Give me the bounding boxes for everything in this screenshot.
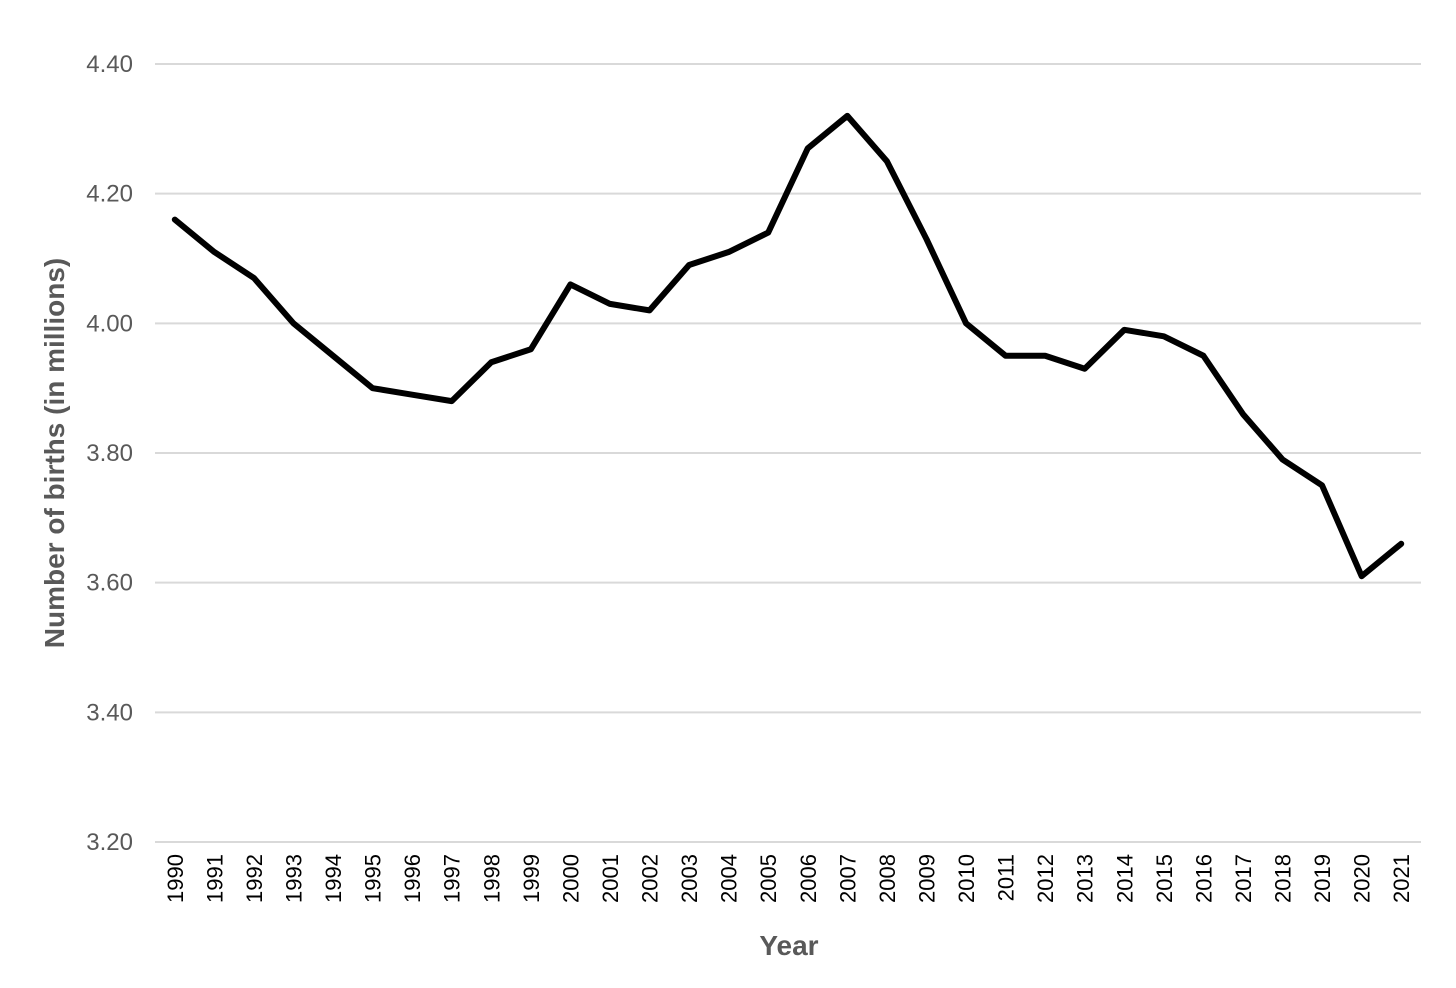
series-layer	[171, 112, 1405, 580]
y-tick-label: 3.60	[86, 570, 133, 597]
y-tick-label: 3.40	[86, 699, 133, 726]
x-tick-label: 1993	[281, 854, 306, 903]
x-tick-label: 2009	[914, 854, 939, 903]
x-axis-title: Year	[759, 930, 818, 961]
x-tick-label: 2019	[1310, 854, 1335, 903]
x-tick-label: 2000	[558, 854, 583, 903]
x-tick-label: 2018	[1271, 854, 1296, 903]
x-tick-label: 1994	[321, 854, 346, 903]
x-tick-label: 2011	[994, 854, 1019, 901]
x-tick-label: 2013	[1073, 854, 1098, 903]
x-tick-label: 1995	[361, 854, 386, 903]
x-tick-label: 2014	[1112, 854, 1137, 903]
x-tick-label: 2005	[756, 854, 781, 903]
series-line	[171, 112, 1405, 580]
x-tick-label: 2007	[835, 854, 860, 903]
y-tick-label: 3.20	[86, 829, 133, 856]
x-tick-label: 2003	[677, 854, 702, 903]
y-tick-label: 4.40	[86, 51, 133, 78]
x-tick-label: 2001	[598, 854, 623, 903]
x-tick-label: 2010	[954, 854, 979, 903]
x-tick-label: 1996	[400, 854, 425, 903]
y-tick-label: 4.20	[86, 181, 133, 208]
x-tick-label: 1991	[202, 854, 227, 903]
x-tick-label: 1999	[519, 854, 544, 903]
x-tick-label: 2021	[1389, 854, 1414, 903]
y-tick-label: 3.80	[86, 440, 133, 467]
y-axis-ticks: 3.20 3.40 3.60 3.80 4.00 4.20 4.40	[86, 51, 133, 856]
x-tick-label: 1997	[440, 854, 465, 903]
y-axis-title: Number of births (in millions)	[39, 258, 70, 648]
x-tick-label: 2015	[1152, 854, 1177, 903]
x-tick-label: 2006	[796, 854, 821, 903]
x-tick-label: 1998	[479, 854, 504, 903]
gridlines	[155, 63, 1421, 843]
y-tick-label: 4.00	[86, 310, 133, 337]
x-tick-label: 2012	[1033, 854, 1058, 903]
x-tick-label: 1990	[163, 854, 188, 903]
x-tick-label: 2020	[1350, 854, 1375, 903]
x-tick-label: 2016	[1191, 854, 1216, 903]
x-tick-label: 2002	[638, 854, 663, 903]
x-axis-ticks: 1990 1991 1992 1993 1994 1995 1996 1997 1998 1999…	[163, 854, 1414, 903]
x-tick-label: 2008	[875, 854, 900, 903]
x-tick-label: 1992	[242, 854, 267, 903]
x-tick-label: 2017	[1231, 854, 1256, 903]
x-tick-label: 2004	[717, 854, 742, 903]
